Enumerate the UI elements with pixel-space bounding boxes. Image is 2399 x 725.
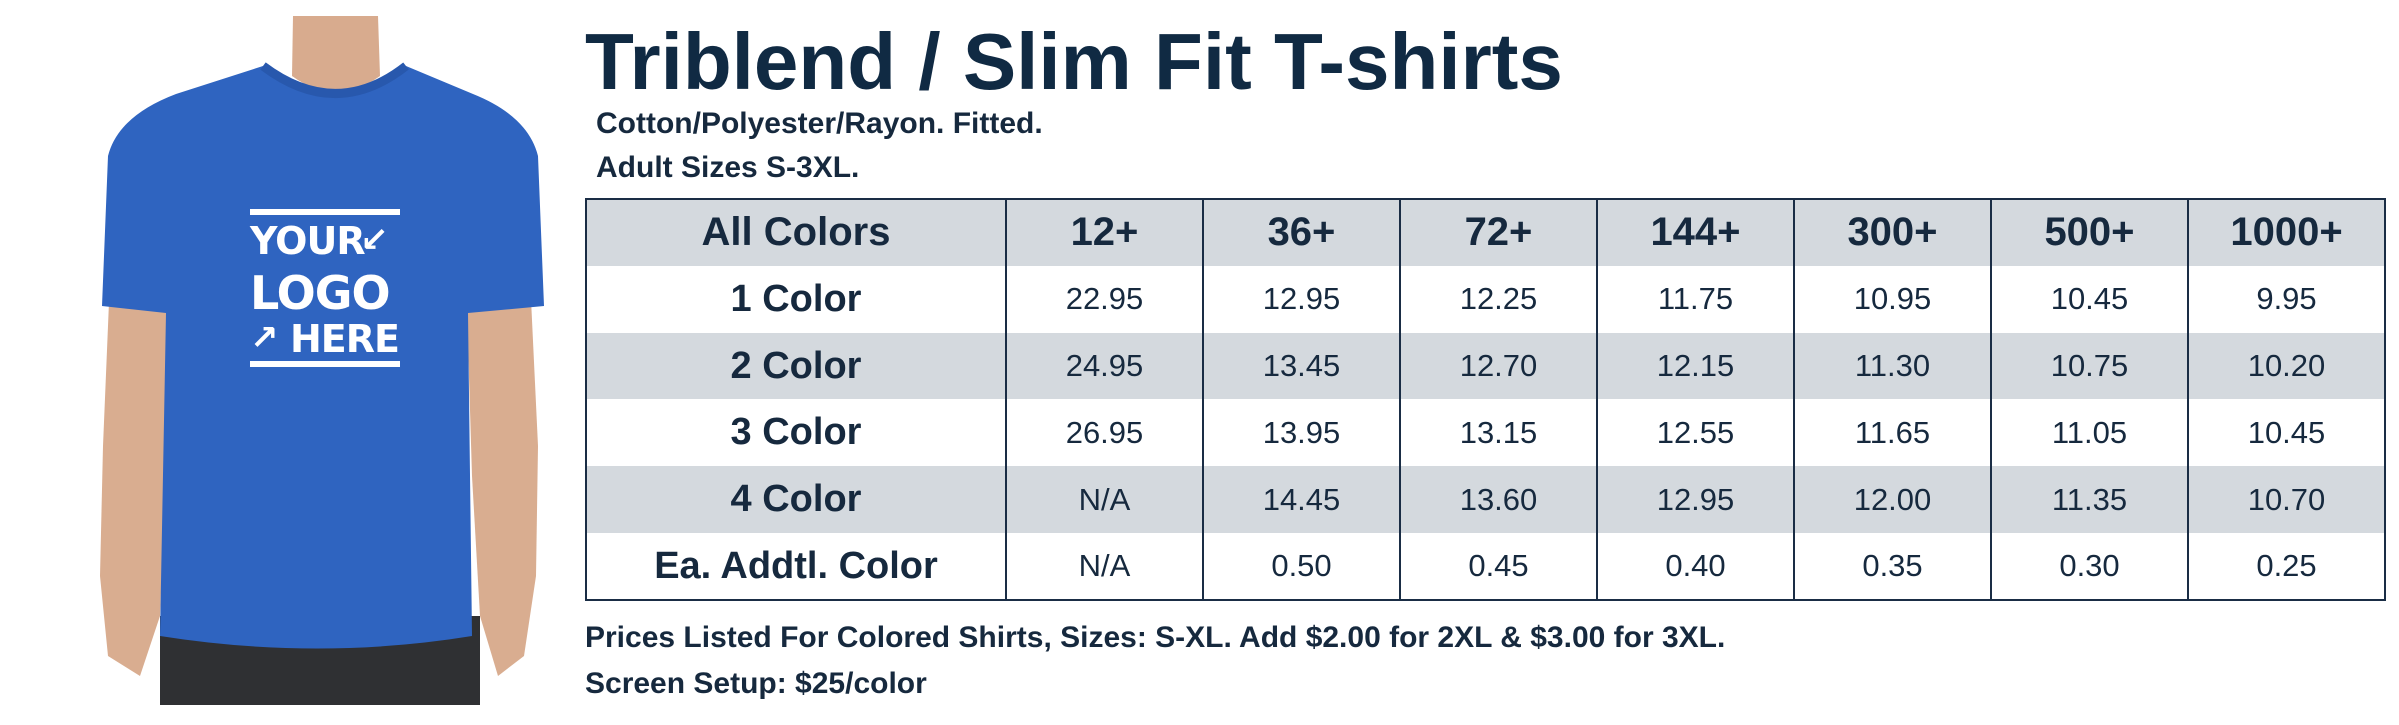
row-label: 4 Color bbox=[585, 466, 1007, 534]
price-cell: 12.95 bbox=[1202, 265, 1401, 333]
setup-fee-note: Screen Setup: $25/color bbox=[585, 667, 927, 700]
price-cell: 10.75 bbox=[1990, 332, 2189, 400]
pricing-note: Prices Listed For Colored Shirts, Sizes:… bbox=[585, 621, 1726, 654]
price-table: All Colors 12+ 36+ 72+ 144+ 300+ 500+ 10… bbox=[585, 198, 2386, 601]
logo-text-line1: YOUR bbox=[250, 219, 366, 263]
row-label: 1 Color bbox=[585, 265, 1007, 333]
price-cell: N/A bbox=[1005, 466, 1204, 534]
price-cell: 22.95 bbox=[1005, 265, 1204, 333]
price-cell: 12.25 bbox=[1399, 265, 1598, 333]
column-header-qty: 1000+ bbox=[2187, 199, 2386, 266]
price-cell: 10.20 bbox=[2187, 332, 2386, 400]
row-label: 3 Color bbox=[585, 399, 1007, 467]
price-cell: 13.15 bbox=[1399, 399, 1598, 467]
column-header-qty: 72+ bbox=[1399, 199, 1598, 266]
column-header-colors: All Colors bbox=[585, 199, 1007, 266]
price-cell: 11.35 bbox=[1990, 466, 2189, 534]
arrow-up-right-icon: ↗ bbox=[250, 318, 279, 358]
price-cell: 11.30 bbox=[1793, 332, 1992, 400]
shirt-body bbox=[102, 66, 544, 649]
price-cell: 0.40 bbox=[1596, 533, 1795, 600]
price-cell: 12.55 bbox=[1596, 399, 1795, 467]
column-header-qty: 36+ bbox=[1202, 199, 1401, 266]
table-header-row: All Colors 12+ 36+ 72+ 144+ 300+ 500+ 10… bbox=[585, 199, 2386, 266]
price-cell: 26.95 bbox=[1005, 399, 1204, 467]
price-cell: 12.95 bbox=[1596, 466, 1795, 534]
logo-top-rule bbox=[250, 209, 400, 215]
material-description: Cotton/Polyester/Rayon. Fitted. bbox=[596, 107, 1043, 140]
table-row: 2 Color 24.95 13.45 12.70 12.15 11.30 10… bbox=[585, 332, 2386, 400]
table-row: Ea. Addtl. Color N/A 0.50 0.45 0.40 0.35… bbox=[585, 533, 2386, 600]
price-cell: 11.65 bbox=[1793, 399, 1992, 467]
logo-bottom-rule bbox=[250, 361, 400, 367]
arrow-down-left-icon: ↙ bbox=[360, 220, 389, 260]
logo-text-line2: LOGO bbox=[250, 266, 391, 320]
price-cell: 9.95 bbox=[2187, 265, 2386, 333]
row-label: Ea. Addtl. Color bbox=[585, 533, 1007, 600]
size-range: Adult Sizes S-3XL. bbox=[596, 151, 860, 184]
price-cell: 0.35 bbox=[1793, 533, 1992, 600]
column-header-qty: 144+ bbox=[1596, 199, 1795, 266]
price-cell: 14.45 bbox=[1202, 466, 1401, 534]
price-cell: 11.75 bbox=[1596, 265, 1795, 333]
price-cell: 13.45 bbox=[1202, 332, 1401, 400]
price-cell: 12.15 bbox=[1596, 332, 1795, 400]
price-cell: 12.70 bbox=[1399, 332, 1598, 400]
price-cell: 11.05 bbox=[1990, 399, 2189, 467]
price-cell: 24.95 bbox=[1005, 332, 1204, 400]
price-cell: 13.95 bbox=[1202, 399, 1401, 467]
logo-text-line3: HERE bbox=[290, 317, 400, 361]
price-cell: 10.70 bbox=[2187, 466, 2386, 534]
price-cell: N/A bbox=[1005, 533, 1204, 600]
price-cell: 10.45 bbox=[2187, 399, 2386, 467]
price-cell: 10.95 bbox=[1793, 265, 1992, 333]
table-row: 4 Color N/A 14.45 13.60 12.95 12.00 11.3… bbox=[585, 466, 2386, 534]
column-header-qty: 300+ bbox=[1793, 199, 1992, 266]
row-label: 2 Color bbox=[585, 332, 1007, 400]
product-image: YOUR ↙ LOGO ↗ HERE bbox=[88, 16, 548, 705]
price-cell: 12.00 bbox=[1793, 466, 1992, 534]
column-header-qty: 500+ bbox=[1990, 199, 2189, 266]
price-cell: 0.50 bbox=[1202, 533, 1401, 600]
price-cell: 0.25 bbox=[2187, 533, 2386, 600]
column-header-qty: 12+ bbox=[1005, 199, 1204, 266]
price-cell: 0.30 bbox=[1990, 533, 2189, 600]
price-cell: 0.45 bbox=[1399, 533, 1598, 600]
page-title: Triblend / Slim Fit T-shirts bbox=[585, 17, 1563, 106]
logo-placeholder: YOUR ↙ LOGO ↗ HERE bbox=[250, 209, 400, 367]
price-cell: 13.60 bbox=[1399, 466, 1598, 534]
table-row: 1 Color 22.95 12.95 12.25 11.75 10.95 10… bbox=[585, 265, 2386, 333]
table-row: 3 Color 26.95 13.95 13.15 12.55 11.65 11… bbox=[585, 399, 2386, 467]
tshirt-illustration bbox=[100, 16, 544, 705]
price-cell: 10.45 bbox=[1990, 265, 2189, 333]
